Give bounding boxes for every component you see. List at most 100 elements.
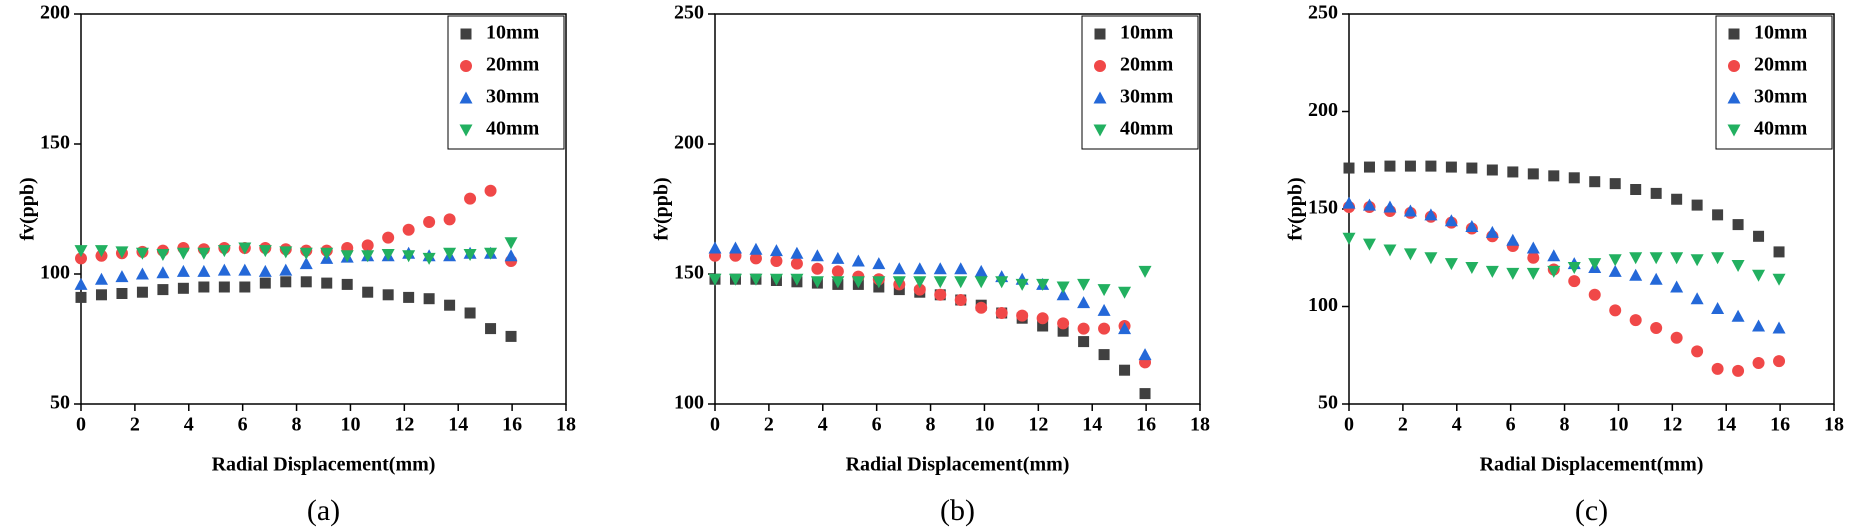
data-point (1773, 355, 1786, 368)
x-tick-label: 14 (1716, 414, 1736, 436)
data-point (444, 299, 456, 311)
x-tick-label: 0 (710, 414, 720, 436)
data-point (1752, 357, 1765, 370)
legend-label: 10mm (1754, 22, 1808, 44)
data-point (1772, 321, 1786, 334)
data-point (116, 288, 128, 299)
data-point (1711, 252, 1725, 265)
legend-marker (1727, 91, 1741, 104)
data-point (1363, 161, 1375, 173)
data-point (995, 307, 1008, 319)
data-point (135, 267, 149, 280)
legend-label: 30mm (1754, 86, 1808, 108)
data-point (1037, 320, 1049, 332)
data-point (422, 252, 436, 265)
y-tick-label: 100 (674, 392, 704, 414)
data-point (321, 277, 333, 289)
data-point (749, 273, 763, 286)
data-point (504, 249, 518, 262)
data-point (320, 247, 334, 260)
data-point (1097, 303, 1111, 316)
data-point (1670, 252, 1684, 265)
data-point (851, 254, 865, 267)
data-point (1649, 252, 1663, 265)
data-point (913, 262, 927, 275)
y-axis-label: fv(ppb) (651, 177, 673, 240)
data-point (1383, 244, 1397, 257)
data-point (382, 289, 394, 301)
data-point (1507, 166, 1519, 178)
legend-marker (1093, 124, 1107, 137)
data-point (749, 242, 763, 255)
x-tick-label: 14 (1082, 414, 1102, 436)
data-point (1078, 336, 1090, 348)
data-point (1691, 345, 1704, 358)
x-tick-label: 12 (1662, 414, 1682, 436)
data-point (974, 264, 988, 277)
data-point (1629, 314, 1642, 327)
data-point (975, 301, 988, 314)
data-point (135, 247, 149, 260)
data-point (1138, 265, 1152, 278)
legend-marker (1094, 28, 1106, 40)
data-point (954, 276, 968, 289)
x-tick-label: 2 (764, 414, 774, 436)
legend-label: 40mm (486, 118, 540, 140)
data-point (258, 245, 272, 258)
x-tick-label: 4 (184, 414, 194, 436)
data-point (790, 257, 803, 270)
caption: (b) (940, 494, 975, 527)
data-point (708, 241, 722, 254)
x-tick-label: 10 (340, 414, 360, 436)
data-point (504, 237, 518, 250)
data-point (157, 284, 169, 296)
data-point (1036, 312, 1049, 325)
data-point (934, 288, 947, 301)
data-point (769, 244, 783, 257)
data-point (1424, 208, 1438, 221)
y-tick-label: 50 (1318, 392, 1338, 414)
data-point (1608, 264, 1622, 277)
data-point (770, 255, 783, 267)
data-point (1118, 286, 1132, 299)
data-point (1485, 225, 1499, 238)
data-point (1711, 301, 1725, 314)
data-point (423, 293, 435, 305)
data-point (1118, 322, 1132, 335)
y-axis-label: fv(ppb) (17, 177, 39, 240)
data-point (933, 276, 947, 289)
data-point (831, 265, 844, 278)
data-point (362, 286, 374, 298)
data-point (361, 239, 374, 252)
data-point (831, 276, 845, 289)
x-tick-label: 12 (394, 414, 414, 436)
data-point (1630, 184, 1642, 195)
y-axis-label: fv(ppb) (1285, 177, 1307, 240)
x-tick-label: 16 (1136, 414, 1156, 436)
data-point (381, 249, 395, 261)
data-point (443, 247, 457, 260)
data-point (851, 276, 865, 289)
data-point (75, 291, 87, 303)
data-point (913, 283, 926, 296)
y-tick-label: 100 (40, 262, 70, 284)
data-point (443, 213, 456, 226)
data-point (1056, 288, 1070, 301)
x-tick-label: 2 (130, 414, 140, 436)
data-point (402, 223, 415, 236)
data-point (299, 247, 313, 260)
data-point (1753, 230, 1765, 242)
data-point (1036, 278, 1050, 291)
data-point (1077, 322, 1090, 335)
y-tick-label: 100 (1308, 294, 1338, 316)
data-point (218, 281, 230, 293)
data-point (1404, 160, 1416, 172)
data-point (1772, 273, 1786, 286)
x-tick-label: 16 (1770, 414, 1790, 436)
x-axis-label: Radial Displacement(mm) (1480, 454, 1704, 476)
data-point (954, 262, 968, 275)
data-point (1403, 204, 1417, 217)
data-point (1077, 296, 1091, 309)
data-point (1057, 317, 1070, 330)
